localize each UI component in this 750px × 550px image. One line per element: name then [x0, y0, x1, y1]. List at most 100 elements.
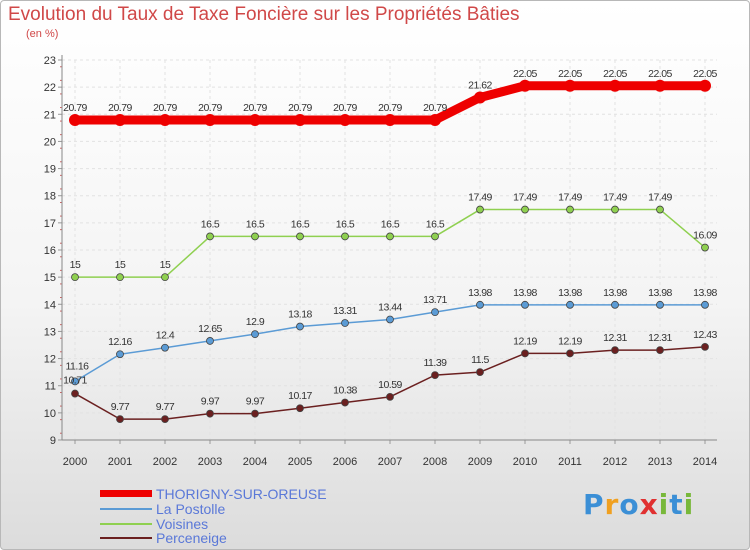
data-point	[341, 398, 349, 407]
logo-letter: P	[583, 488, 605, 521]
y-tick-label: 17	[44, 218, 56, 230]
data-label: 17.49	[558, 192, 582, 204]
data-label: 13.18	[288, 309, 312, 321]
x-tick-label: 2000	[63, 456, 87, 468]
data-point	[251, 232, 259, 241]
x-tick-label: 2006	[333, 456, 357, 468]
data-label: 9.77	[111, 401, 130, 413]
x-tick-label: 2010	[513, 456, 537, 468]
data-label: 11.5	[471, 354, 489, 366]
data-label: 13.44	[378, 301, 402, 313]
data-point	[206, 232, 214, 241]
data-label: 9.77	[156, 401, 175, 413]
x-tick-label: 2008	[423, 456, 447, 468]
x-tick-label: 2001	[108, 456, 132, 468]
data-point	[341, 319, 349, 327]
data-point	[656, 300, 664, 309]
data-point	[521, 205, 529, 214]
data-point	[476, 300, 484, 309]
data-point	[429, 113, 441, 126]
data-label: 16.5	[201, 218, 220, 230]
data-point	[564, 79, 576, 92]
data-label: 13.98	[648, 287, 672, 299]
data-labels: 20.79 20.79 20.79 20.79 20.79 20.79 20.79 20.79…	[63, 68, 718, 413]
data-label: 17.49	[468, 192, 492, 204]
data-point	[251, 330, 259, 339]
data-label: 10.38	[333, 385, 357, 397]
legend-swatch-perceneige	[100, 537, 152, 539]
data-label: 15	[115, 259, 126, 271]
data-label: 20.79	[63, 102, 87, 114]
data-label: 10.59	[378, 379, 402, 391]
data-point	[294, 113, 306, 126]
data-point	[701, 300, 709, 309]
logo-letter: r	[604, 488, 620, 521]
legend-swatch-la-postolle	[100, 508, 152, 510]
data-label: 15	[160, 259, 171, 271]
chart-subtitle: (en %)	[26, 28, 59, 40]
y-tick-label: 15	[44, 272, 56, 284]
data-point	[474, 91, 486, 104]
y-tick-label: 16	[44, 245, 56, 257]
proxiti-logo: Proxiti	[583, 488, 694, 521]
data-point	[296, 322, 304, 331]
data-label: 15	[70, 259, 81, 271]
y-tick-label: 18	[44, 191, 56, 203]
legend-label-perceneige: Perceneige	[156, 530, 227, 546]
data-label: 12.16	[108, 336, 132, 348]
y-tick-label: 13	[44, 326, 56, 338]
data-label: 20.79	[423, 102, 447, 114]
data-label: 11.39	[424, 357, 448, 369]
data-label: 11.16	[66, 360, 90, 372]
data-point	[339, 113, 351, 126]
data-point	[159, 113, 171, 126]
data-point	[341, 232, 349, 241]
data-label: 9.97	[246, 396, 265, 408]
data-point	[656, 346, 664, 355]
data-label: 12.65	[198, 323, 222, 335]
data-label: 16.5	[426, 218, 445, 230]
logo-letter: o	[619, 488, 640, 521]
data-point	[296, 232, 304, 241]
data-label: 16.5	[291, 218, 310, 230]
y-tick-label: 10	[44, 408, 56, 420]
data-point	[701, 342, 709, 351]
logo-letter: t	[669, 488, 684, 521]
data-point	[521, 300, 529, 309]
data-label: 22.05	[513, 68, 537, 80]
data-label: 21.62	[468, 79, 492, 91]
data-point	[116, 273, 124, 282]
data-label: 20.79	[153, 102, 177, 114]
data-point	[116, 350, 124, 359]
data-label: 16.5	[336, 218, 355, 230]
data-label: 22.05	[648, 68, 672, 80]
data-point	[519, 79, 531, 92]
x-tick-label: 2005	[288, 456, 312, 468]
data-point	[431, 371, 439, 380]
data-point	[206, 337, 214, 345]
data-label: 12.4	[156, 330, 175, 342]
x-tick-label: 2004	[243, 456, 267, 468]
data-label: 16.5	[246, 218, 265, 230]
data-point	[386, 232, 394, 241]
data-point	[521, 349, 529, 358]
data-label: 16.09	[693, 230, 717, 242]
data-point	[116, 415, 124, 424]
data-point	[609, 79, 621, 92]
y-tick-label: 14	[44, 299, 56, 311]
data-label: 13.31	[333, 305, 357, 317]
data-point	[566, 205, 574, 214]
logo-letter: i	[658, 488, 670, 521]
x-tick-label: 2011	[558, 456, 582, 468]
data-point	[71, 389, 79, 398]
data-point	[566, 300, 574, 309]
data-label: 17.49	[648, 192, 672, 204]
data-point	[71, 273, 79, 282]
data-label: 20.79	[333, 102, 357, 114]
data-point	[161, 273, 169, 282]
data-label: 17.49	[603, 192, 627, 204]
series-lines	[69, 79, 711, 424]
data-point	[386, 315, 394, 324]
data-point	[296, 404, 304, 413]
